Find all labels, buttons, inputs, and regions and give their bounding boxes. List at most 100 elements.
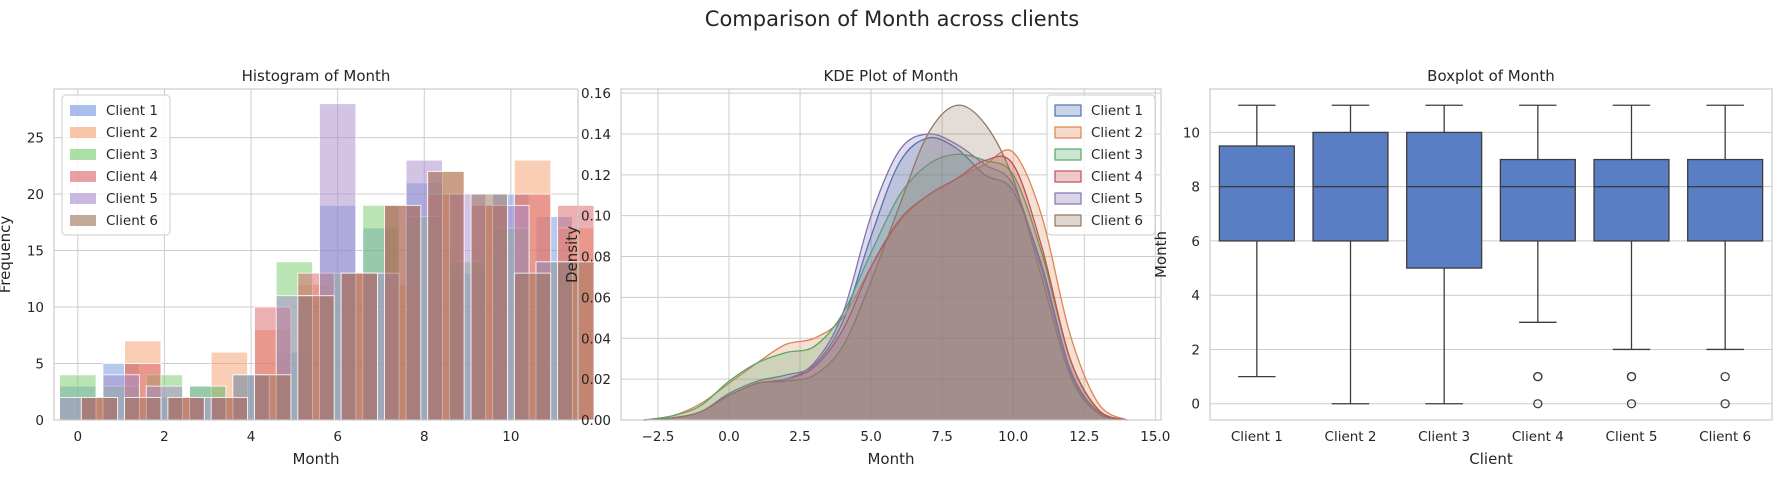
kde-legend-label: Client 1 [1091, 103, 1143, 119]
histogram-legend-label: Client 1 [106, 103, 158, 119]
histogram-ylabel: Frequency [0, 216, 14, 294]
boxplot-box-group [1499, 104, 1576, 409]
histogram-x-tick-label: 8 [420, 429, 429, 445]
histogram-legend-swatch [70, 215, 96, 226]
kde-series-area [643, 105, 1127, 421]
boxplot-outlier [1720, 399, 1730, 409]
histogram-y-tick-label: 10 [27, 300, 44, 316]
kde-y-tick-label: 0.14 [581, 127, 611, 143]
boxplot-box-group [1218, 104, 1295, 378]
histogram-legend-label: Client 4 [106, 169, 158, 185]
histogram-x-tick-label: 10 [502, 429, 519, 445]
boxplot-x-tick-label: Client 1 [1231, 429, 1283, 445]
boxplot-xlabel: Client [1469, 450, 1513, 468]
kde-series-line [643, 153, 1128, 421]
histogram-y-tick-label: 15 [27, 244, 44, 260]
histogram-y-tick-label: 20 [27, 187, 44, 203]
kde-axes-frame [620, 88, 1162, 421]
boxplot-outlier [1533, 399, 1543, 409]
kde-ylabel: Density [563, 226, 581, 283]
kde-title: KDE Plot of Month [824, 67, 959, 85]
kde-y-tick-label: 0.10 [581, 209, 611, 225]
boxplot-x-tick-label: Client 5 [1606, 429, 1658, 445]
histogram-bar [513, 272, 552, 421]
histogram-bar [340, 272, 378, 421]
kde-y-tick-label: 0.02 [581, 372, 611, 388]
histogram-legend-label: Client 5 [106, 191, 158, 207]
histogram-title: Histogram of Month [242, 67, 391, 85]
boxplot-box [1218, 145, 1295, 242]
histogram-bar [557, 261, 595, 421]
histogram-bar [384, 204, 422, 421]
histogram-bar [124, 397, 162, 421]
histogram-y-tick-label: 0 [35, 413, 44, 429]
boxplot-y-tick-label: 8 [1191, 180, 1200, 196]
kde-x-tick-label: 7.5 [931, 429, 952, 445]
kde-series-area [643, 156, 1127, 420]
kde-legend-swatch [1054, 214, 1082, 227]
kde-x-tick-label: −2.5 [642, 429, 675, 445]
boxplot-x-tick-label: Client 2 [1325, 429, 1377, 445]
boxplot-box [1499, 158, 1576, 242]
histogram-legend-label: Client 3 [106, 147, 158, 163]
histogram-axes-frame [53, 88, 579, 421]
kde-xlabel: Month [867, 450, 914, 468]
boxplot-box [1406, 131, 1483, 269]
kde-y-tick-label: 0.00 [581, 413, 611, 429]
histogram-xlabel: Month [292, 450, 339, 468]
boxplot-panel: Boxplot of Month Client Month 0 2 4 6 8 10 Cli… [1152, 67, 1773, 468]
kde-series-area [643, 133, 1127, 420]
histogram-y-tick-label: 25 [27, 131, 44, 147]
kde-y-tick-label: 0.12 [581, 168, 611, 184]
boxplot-box-group [1687, 104, 1764, 409]
boxplot-outlier [1533, 371, 1543, 382]
kde-series-area [643, 137, 1127, 421]
kde-series-line [643, 136, 1128, 421]
kde-legend-swatch [1054, 126, 1082, 139]
boxplot-y-tick-label: 4 [1191, 288, 1200, 304]
histogram-x-tick-label: 4 [247, 429, 256, 445]
boxplot-y-tick-label: 10 [1183, 125, 1200, 141]
histogram-bar [470, 193, 508, 421]
kde-series-area [643, 149, 1127, 420]
histogram-bar [210, 397, 248, 421]
kde-legend-swatch [1054, 192, 1082, 205]
boxplot-x-tick-label: Client 4 [1512, 429, 1564, 445]
kde-legend-label: Client 4 [1091, 169, 1143, 185]
boxplot-x-tick-label: Client 6 [1699, 429, 1751, 445]
histogram-y-tick-label: 5 [35, 357, 44, 373]
kde-x-tick-label: 15.0 [1140, 429, 1170, 445]
histogram-legend-swatch [70, 105, 96, 116]
kde-series-line [643, 149, 1128, 421]
boxplot-y-tick-label: 0 [1191, 397, 1200, 413]
histogram-bar [80, 397, 119, 421]
boxplot-title: Boxplot of Month [1427, 67, 1555, 85]
boxplot-outlier [1720, 371, 1730, 382]
histogram-x-tick-label: 6 [333, 429, 342, 445]
histogram-legend-swatch [70, 171, 96, 182]
kde-legend-label: Client 2 [1091, 125, 1143, 141]
kde-x-tick-label: 0.0 [718, 429, 739, 445]
boxplot-x-tick-label: Client 3 [1418, 429, 1470, 445]
kde-series-area [643, 154, 1127, 421]
boxplot-box-group [1406, 104, 1483, 405]
kde-x-tick-label: 5.0 [860, 429, 881, 445]
boxplot-axes-frame [1209, 88, 1773, 421]
histogram-bar [254, 374, 292, 421]
kde-legend-swatch [1054, 148, 1082, 161]
boxplot-box [1687, 158, 1764, 242]
histogram-bar [167, 397, 205, 421]
kde-x-tick-label: 2.5 [789, 429, 810, 445]
histogram-panel: Histogram of Month Month Frequency 0 2 4 6 8… [0, 67, 595, 468]
histogram-legend-label: Client 6 [106, 213, 158, 229]
kde-legend-label: Client 5 [1091, 191, 1143, 207]
kde-legend-swatch [1054, 104, 1082, 117]
figure-title: Comparison of Month across clients [705, 7, 1079, 31]
kde-y-tick-label: 0.08 [581, 250, 611, 266]
histogram-legend-swatch [70, 149, 96, 160]
histogram-legend-swatch [70, 127, 96, 138]
kde-x-tick-label: 12.5 [1069, 429, 1099, 445]
histogram-legend-label: Client 2 [106, 125, 158, 141]
kde-legend-swatch [1054, 170, 1082, 183]
